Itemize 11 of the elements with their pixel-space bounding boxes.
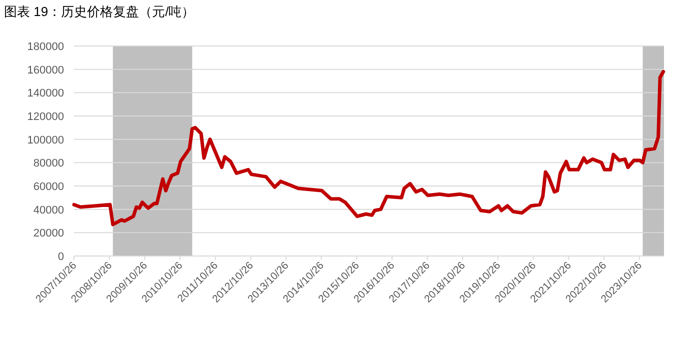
y-tick-label: 80000 (33, 158, 64, 170)
y-tick-label: 140000 (27, 88, 64, 100)
y-tick-label: 0 (58, 251, 64, 263)
y-tick-label: 160000 (27, 64, 64, 76)
y-tick-label: 180000 (27, 41, 64, 53)
y-tick-label: 60000 (33, 181, 64, 193)
y-tick-label: 100000 (27, 134, 64, 146)
y-tick-label: 20000 (33, 228, 64, 240)
title: 图表 19：历史价格复盘（元/吨） (4, 4, 195, 19)
y-tick-label: 40000 (33, 204, 64, 216)
y-tick-label: 120000 (27, 111, 64, 123)
